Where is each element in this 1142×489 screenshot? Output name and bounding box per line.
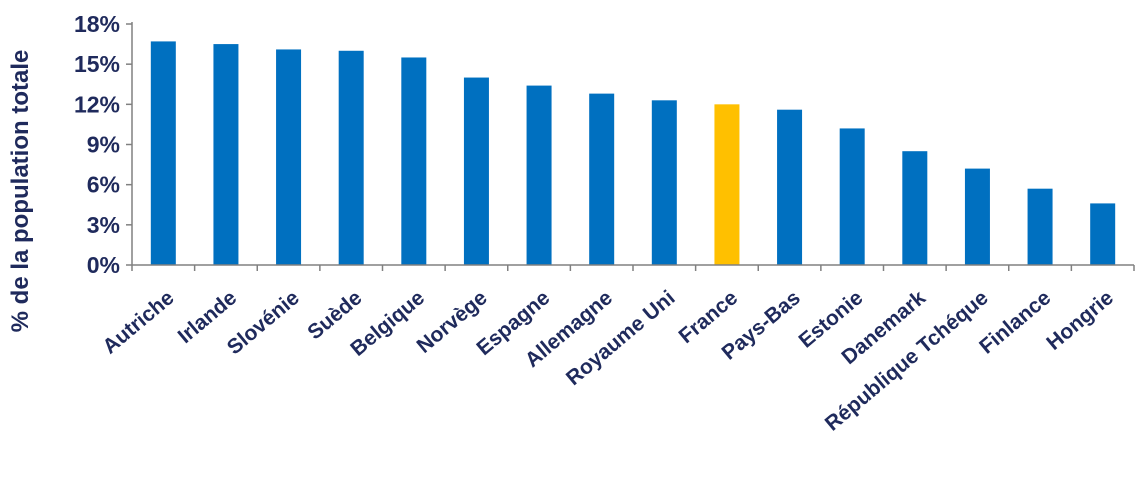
bar: [526, 85, 552, 265]
x-tick-label: Royaume Uni: [562, 286, 680, 390]
y-tick-label: 6%: [87, 172, 120, 198]
bar: [338, 50, 364, 266]
y-tick-label: 3%: [87, 212, 120, 238]
bar: [651, 100, 677, 265]
bar: [213, 44, 239, 266]
bar: [150, 41, 176, 266]
x-tick-label: Hongrie: [1042, 286, 1118, 355]
y-tick-label: 0%: [87, 252, 120, 278]
bar: [463, 77, 489, 265]
y-tick-label: 12%: [74, 91, 120, 117]
bars: [150, 41, 1116, 266]
x-axis: [131, 264, 1135, 271]
bar: [714, 104, 740, 265]
bar: [401, 57, 427, 265]
bar: [276, 49, 302, 265]
bar: [964, 168, 990, 265]
bar: [1027, 188, 1053, 265]
bar: [839, 128, 865, 265]
y-tick-label: 18%: [74, 11, 120, 37]
bar: [589, 93, 615, 265]
x-tick-label: Autriche: [98, 286, 178, 358]
bar: [1090, 203, 1116, 265]
y-tick-label: 15%: [74, 51, 120, 77]
bar: [902, 151, 928, 265]
x-tick-label: Finlance: [975, 286, 1055, 358]
y-axis: 0% 3% 6% 9% 12% 15% 18%: [74, 11, 133, 278]
bar: [777, 109, 803, 265]
y-axis-label: % de la population totale: [7, 50, 34, 333]
y-tick-label: 9%: [87, 132, 120, 158]
